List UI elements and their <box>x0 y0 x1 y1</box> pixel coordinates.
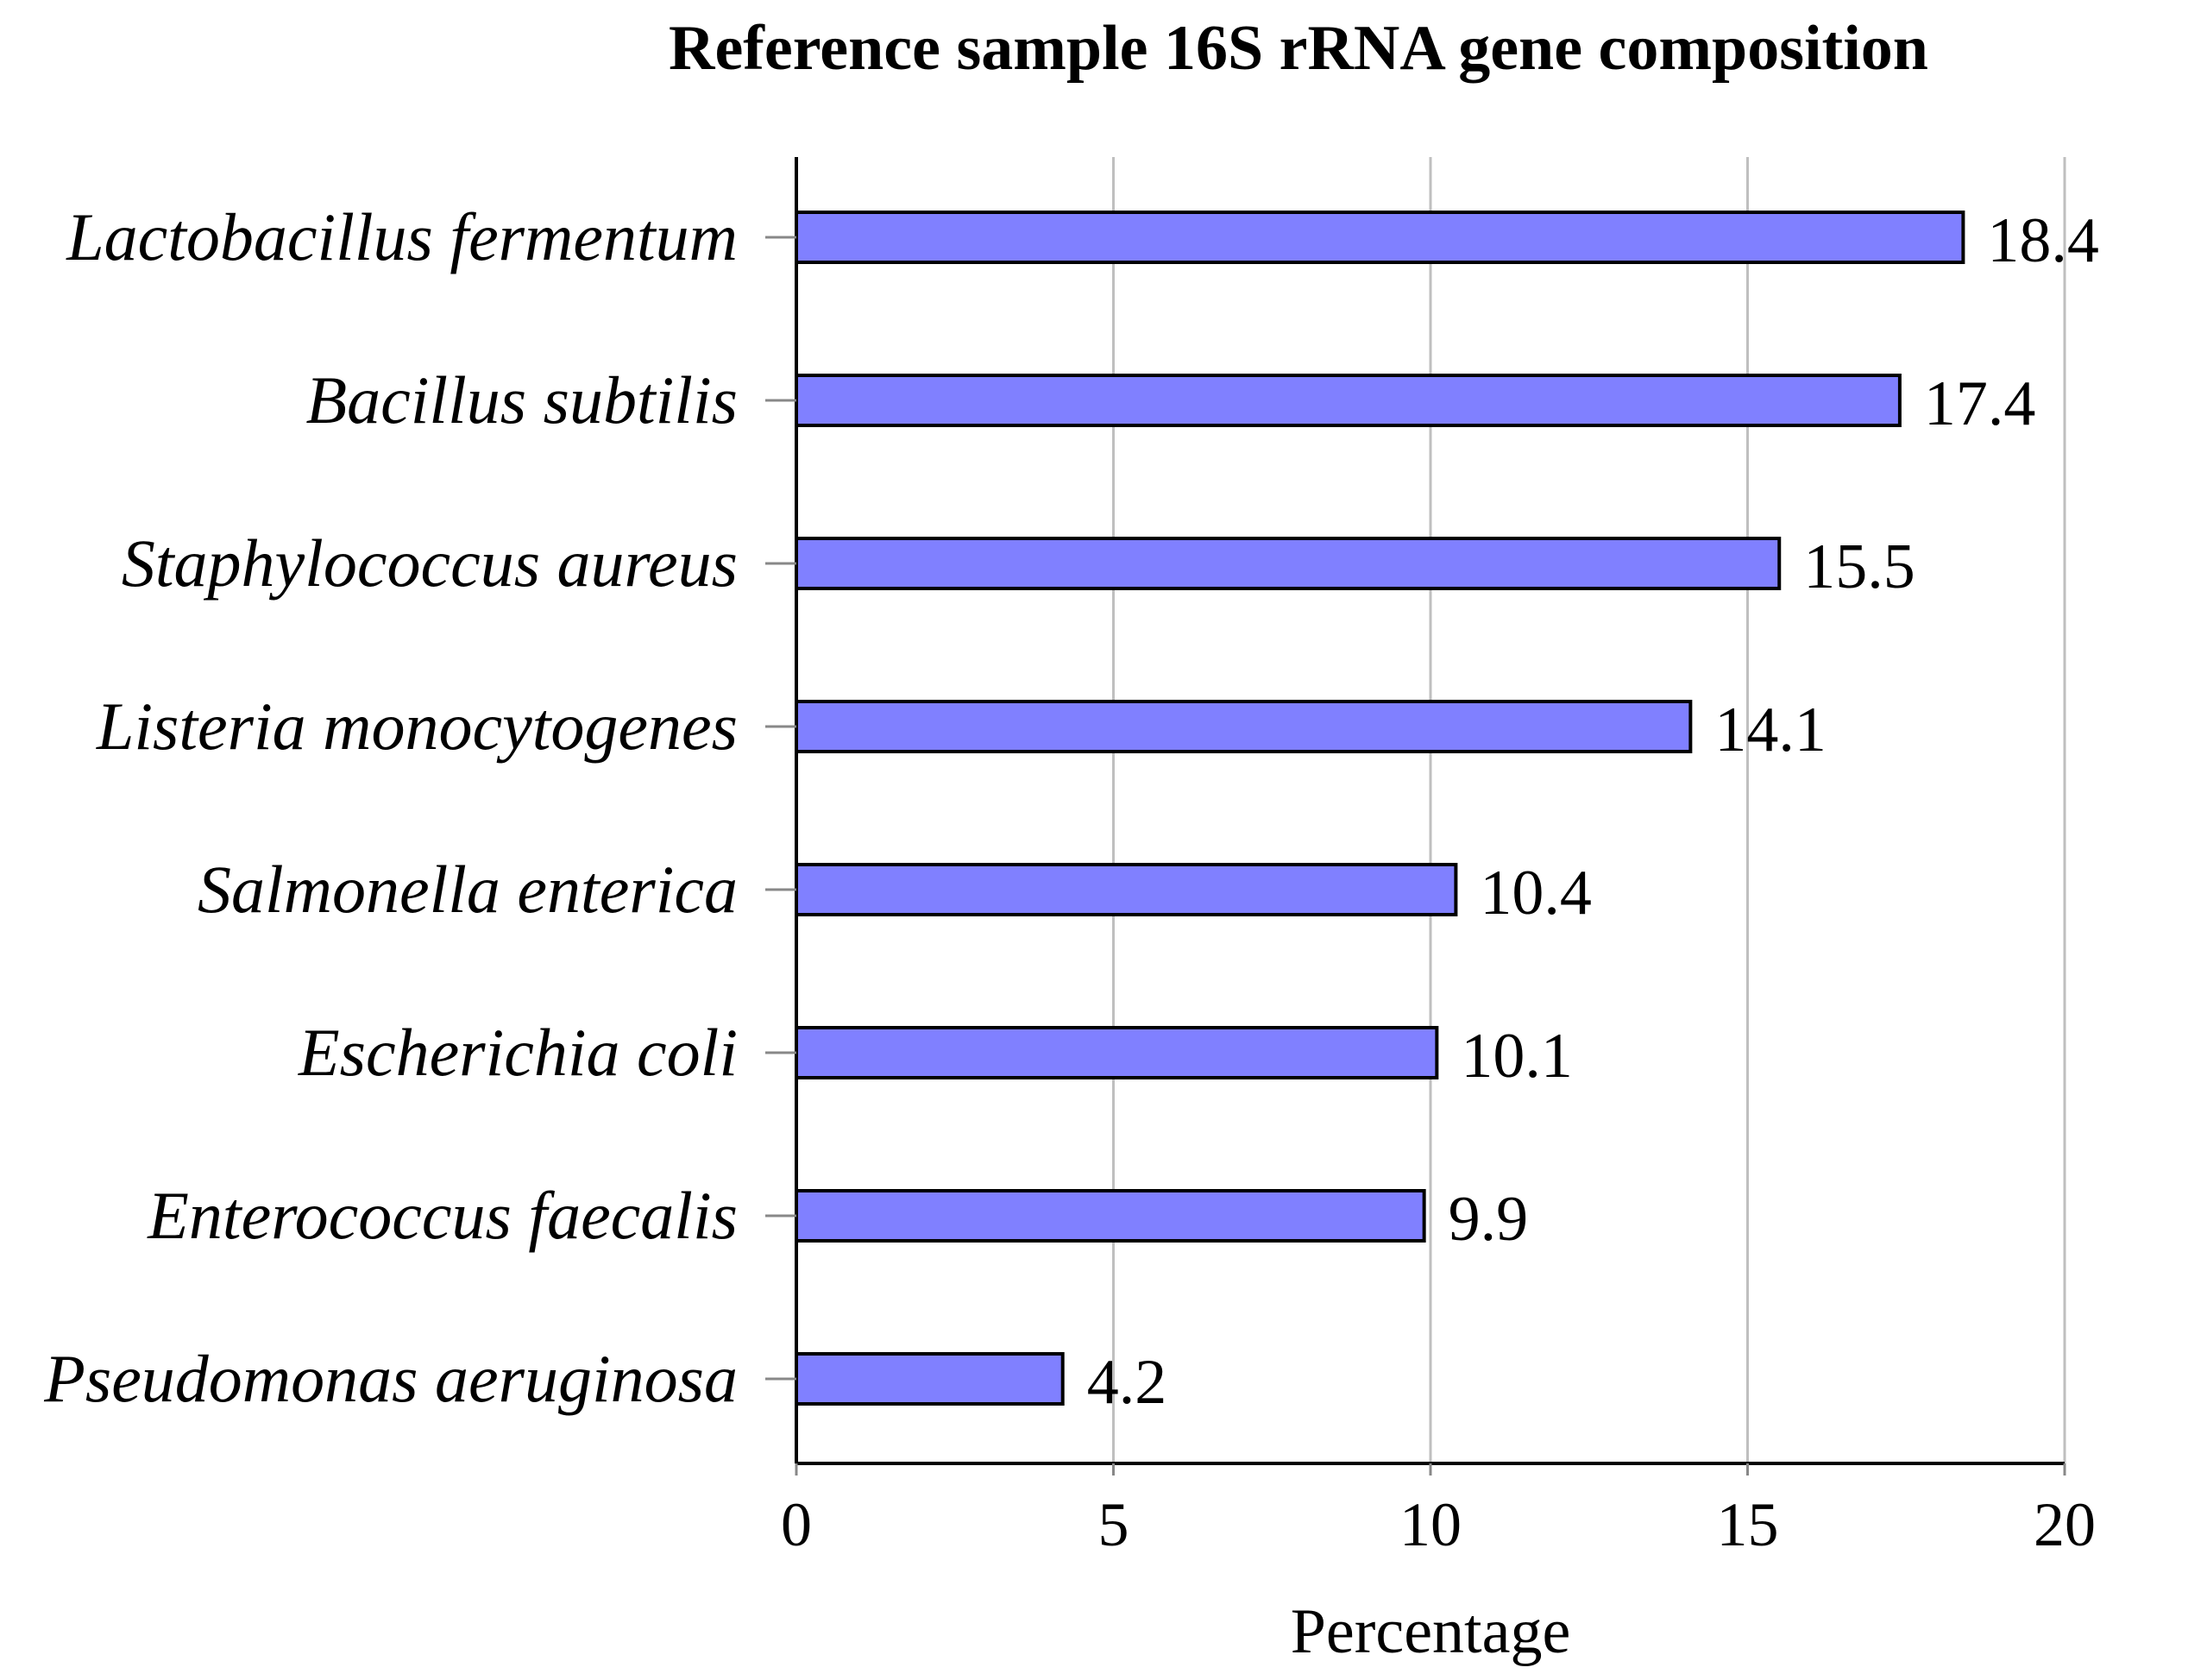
x-axis-label: Percentage <box>1291 1596 1571 1667</box>
bar-2 <box>795 537 1782 590</box>
value-label-2: 15.5 <box>1803 532 1915 602</box>
bar-0 <box>795 211 1965 264</box>
category-label-5: Escherichia coli <box>298 1015 738 1090</box>
value-label-0: 18.4 <box>1987 205 2099 276</box>
bar-5 <box>795 1026 1439 1079</box>
axis-layer <box>765 157 2066 1476</box>
value-label-4: 10.4 <box>1480 858 1592 928</box>
x-tick-label-3: 15 <box>1717 1490 1779 1559</box>
value-label-3: 14.1 <box>1714 695 1827 765</box>
x-tick-label-0: 0 <box>781 1490 812 1559</box>
category-label-6: Enterococcus faecalis <box>147 1178 738 1253</box>
label-layer: 0 5 10 15 20 Lactobacillus fermentum 18.4 Bacil… <box>43 199 2099 1559</box>
bar-4 <box>795 863 1458 916</box>
bar-layer <box>795 211 1965 1406</box>
category-label-3: Listeria monocytogenes <box>96 689 738 764</box>
value-label-1: 17.4 <box>1924 368 2036 439</box>
value-label-7: 4.2 <box>1087 1347 1167 1418</box>
category-label-7: Pseudomonas aeruginosa <box>43 1341 738 1416</box>
value-label-6: 9.9 <box>1449 1184 1529 1255</box>
value-label-5: 10.1 <box>1461 1021 1573 1092</box>
bar-1 <box>795 374 1902 427</box>
category-label-2: Staphylococcus aureus <box>122 525 738 601</box>
category-label-0: Lactobacillus fermentum <box>66 199 738 274</box>
x-tick-label-1: 5 <box>1098 1490 1129 1559</box>
x-tick-label-2: 10 <box>1399 1490 1462 1559</box>
bar-7 <box>795 1352 1065 1406</box>
chart-title: Reference sample 16S rRNA gene compositi… <box>669 13 1928 84</box>
category-label-1: Bacillus subtilis <box>305 362 738 437</box>
bar-3 <box>795 700 1693 753</box>
grid-layer <box>1112 157 2066 1463</box>
x-tick-label-4: 20 <box>2034 1490 2096 1559</box>
bar-6 <box>795 1189 1426 1243</box>
category-label-4: Salmonella enterica <box>198 852 738 927</box>
